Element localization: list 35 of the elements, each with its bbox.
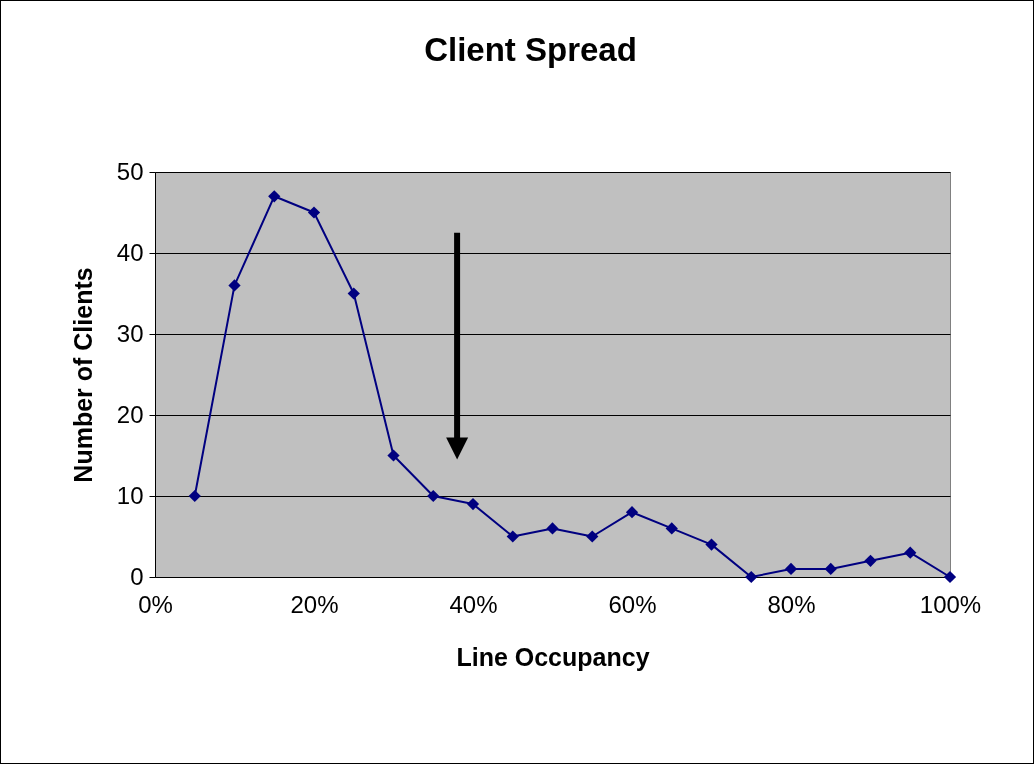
x-tick-label: 60% xyxy=(608,590,657,618)
point xyxy=(705,538,718,551)
x-tick-label: 0% xyxy=(138,590,173,618)
point xyxy=(188,489,201,503)
y-tick-label: 0 xyxy=(130,562,144,590)
point xyxy=(943,570,957,584)
x-tick-label: 100% xyxy=(919,590,982,618)
point xyxy=(506,530,519,543)
point xyxy=(665,522,678,535)
point xyxy=(625,506,639,519)
point xyxy=(347,287,360,300)
y-tick-label: 40 xyxy=(116,238,144,266)
point xyxy=(824,562,837,576)
point xyxy=(466,497,480,511)
y-tick-label: 30 xyxy=(116,319,144,347)
x-tick-label: 20% xyxy=(290,590,339,618)
point xyxy=(228,279,241,292)
y-axis-title: Number of Clients xyxy=(68,267,97,483)
chart-title: Client Spread xyxy=(424,31,637,68)
point xyxy=(307,206,321,219)
point xyxy=(745,570,758,584)
y-tick-label: 50 xyxy=(116,157,144,185)
y-tick-label: 10 xyxy=(116,481,144,509)
x-tick-label: 80% xyxy=(767,590,816,618)
point xyxy=(387,449,400,462)
point xyxy=(586,530,599,543)
point xyxy=(864,554,877,567)
point xyxy=(268,190,281,203)
x-axis-title: Line Occupancy xyxy=(456,642,650,671)
point xyxy=(904,546,917,559)
y-tick-label: 20 xyxy=(116,400,144,428)
point xyxy=(784,562,798,576)
point xyxy=(427,489,440,503)
x-tick-label: 40% xyxy=(449,590,498,618)
point xyxy=(546,522,559,535)
